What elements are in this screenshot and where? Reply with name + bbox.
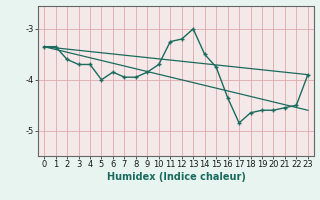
X-axis label: Humidex (Indice chaleur): Humidex (Indice chaleur) — [107, 172, 245, 182]
